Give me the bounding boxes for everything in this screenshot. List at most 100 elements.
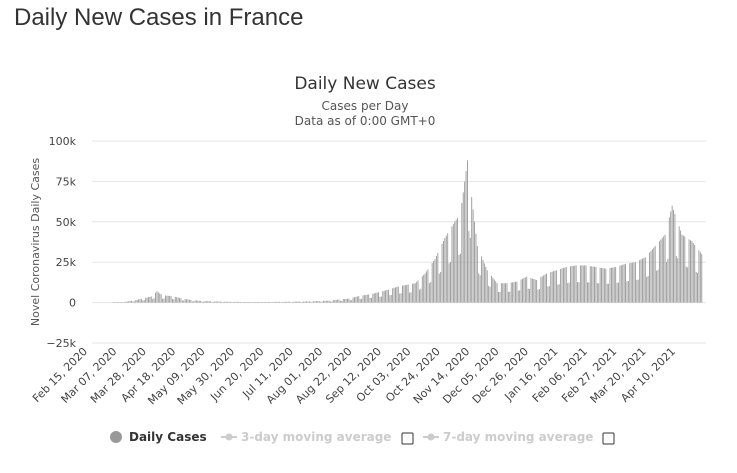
bar bbox=[646, 276, 648, 303]
bar bbox=[245, 301, 247, 303]
bar bbox=[308, 301, 310, 303]
bar bbox=[267, 301, 269, 303]
bar bbox=[332, 300, 334, 303]
bar bbox=[581, 265, 583, 303]
bar bbox=[644, 257, 646, 303]
checkbox-3-day-average[interactable] bbox=[401, 432, 414, 445]
bar bbox=[282, 302, 284, 303]
bar bbox=[324, 300, 326, 303]
bar bbox=[313, 301, 315, 303]
bar bbox=[481, 256, 483, 303]
bar bbox=[253, 301, 255, 303]
bar bbox=[376, 292, 378, 303]
bar bbox=[476, 246, 478, 303]
bar bbox=[406, 284, 408, 303]
bar bbox=[148, 297, 149, 303]
bar bbox=[551, 271, 553, 303]
bar bbox=[657, 269, 659, 303]
bar bbox=[435, 255, 437, 303]
bar bbox=[670, 211, 672, 303]
bar bbox=[488, 285, 490, 303]
bar bbox=[682, 235, 684, 303]
bar bbox=[426, 271, 427, 303]
bar bbox=[214, 301, 216, 303]
bar bbox=[695, 271, 697, 303]
bar bbox=[424, 273, 426, 303]
bar bbox=[616, 282, 618, 303]
bar bbox=[323, 300, 324, 303]
bar bbox=[554, 270, 556, 303]
bar bbox=[465, 171, 467, 303]
bar bbox=[445, 235, 447, 303]
bar bbox=[568, 282, 570, 303]
bar bbox=[541, 276, 543, 303]
bar bbox=[674, 213, 676, 303]
bar bbox=[145, 297, 147, 303]
bar bbox=[447, 233, 449, 303]
daily-cases-legend-marker[interactable] bbox=[110, 431, 122, 443]
bar bbox=[582, 265, 584, 303]
bar bbox=[224, 301, 226, 303]
bar bbox=[347, 298, 348, 303]
bar bbox=[540, 277, 542, 303]
bar bbox=[630, 262, 632, 303]
bar bbox=[186, 299, 188, 303]
bar bbox=[585, 265, 587, 303]
bar bbox=[586, 282, 588, 303]
bar bbox=[228, 301, 230, 303]
bar bbox=[601, 267, 602, 303]
bar bbox=[211, 301, 213, 303]
bar bbox=[218, 301, 220, 303]
bar bbox=[300, 302, 302, 303]
bar bbox=[366, 294, 368, 303]
bar bbox=[225, 301, 227, 303]
bar bbox=[402, 285, 403, 303]
bar bbox=[642, 258, 643, 303]
bar bbox=[390, 294, 392, 303]
legend-point-icon bbox=[427, 433, 435, 441]
bar bbox=[365, 294, 367, 303]
bar bbox=[526, 276, 528, 303]
bar bbox=[651, 249, 653, 303]
bar bbox=[205, 301, 207, 303]
bar bbox=[455, 219, 457, 303]
bar bbox=[688, 239, 690, 303]
bar bbox=[654, 246, 656, 303]
bar bbox=[251, 302, 252, 303]
bar bbox=[179, 297, 180, 303]
bar bbox=[458, 254, 460, 303]
bar bbox=[546, 273, 547, 303]
bar bbox=[594, 266, 595, 303]
bar bbox=[177, 297, 179, 303]
bar bbox=[371, 297, 372, 303]
bar bbox=[471, 197, 473, 303]
bar bbox=[246, 301, 248, 303]
bar bbox=[574, 265, 576, 303]
checkbox-7-day-average[interactable] bbox=[602, 432, 615, 445]
bar bbox=[373, 293, 375, 303]
bar bbox=[215, 301, 217, 303]
bar bbox=[512, 282, 514, 303]
bar bbox=[627, 281, 629, 303]
bar bbox=[284, 301, 286, 303]
bar bbox=[653, 247, 655, 303]
bar bbox=[517, 290, 519, 303]
bar bbox=[438, 273, 440, 303]
bar bbox=[143, 300, 145, 303]
bar bbox=[534, 279, 536, 303]
bar bbox=[133, 301, 135, 303]
bar bbox=[337, 299, 339, 303]
bar bbox=[692, 243, 694, 303]
bar bbox=[577, 282, 579, 303]
bar bbox=[348, 298, 350, 303]
bar bbox=[647, 275, 649, 303]
bar bbox=[152, 299, 154, 303]
bar bbox=[547, 286, 549, 303]
bar bbox=[129, 301, 131, 303]
bar bbox=[499, 291, 501, 303]
chart-subtitle: Data as of 0:00 GMT+0 bbox=[295, 114, 436, 128]
bar bbox=[633, 262, 635, 303]
bar bbox=[567, 282, 569, 303]
bar bbox=[623, 264, 625, 303]
bar bbox=[112, 302, 114, 304]
